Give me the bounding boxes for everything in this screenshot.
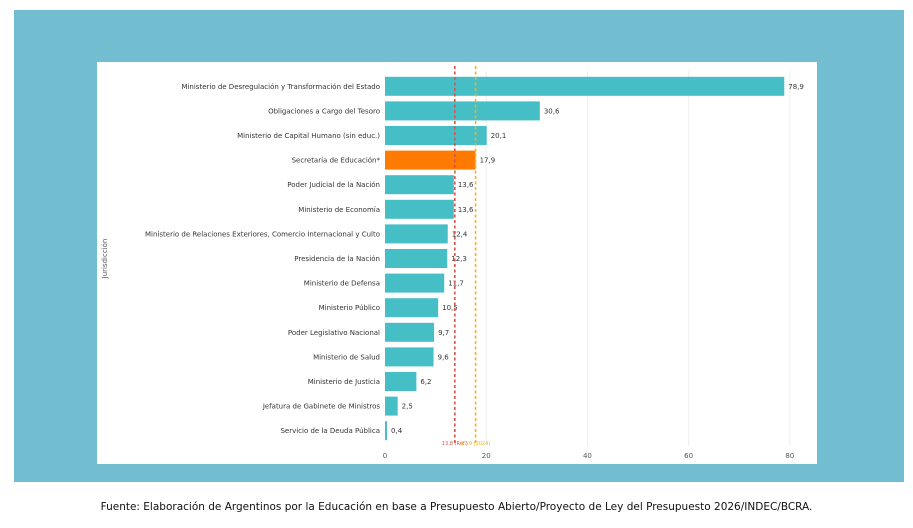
bar (385, 175, 454, 195)
category-label: Poder Legislativo Nacional (288, 329, 380, 337)
x-tick-label: 0 (383, 452, 387, 460)
value-label: 10,5 (442, 304, 458, 312)
x-tick-label: 60 (684, 452, 693, 460)
bar (385, 76, 785, 96)
value-label: 20,1 (491, 132, 507, 140)
bar (385, 249, 448, 268)
category-label: Ministerio de Justicia (308, 378, 380, 386)
bar (385, 224, 448, 244)
bar (385, 347, 434, 367)
bar (385, 396, 398, 416)
bar (385, 273, 445, 293)
bar (385, 298, 439, 318)
value-label: 9,7 (438, 329, 449, 337)
reference-line-label: 13,8 (Ref.) (442, 441, 468, 447)
chart-panel: 0 20 40 60 80 Jurisdicción Ministerio de Desre… (97, 62, 817, 464)
category-label: Ministerio de Relaciones Exteriores, Com… (145, 230, 380, 238)
value-label: 78,9 (788, 83, 804, 91)
bar (385, 372, 417, 391)
value-label: 12,3 (451, 255, 467, 263)
bar (385, 126, 487, 145)
category-label: Poder Judicial de la Nación (287, 181, 380, 189)
bar (385, 421, 388, 441)
bar (385, 322, 435, 342)
bar (385, 101, 540, 121)
category-label: Presidencia de la Nación (294, 255, 380, 263)
value-label: 12,4 (452, 230, 468, 238)
category-label: Servicio de la Deuda Pública (280, 427, 380, 435)
value-label: 13,6 (458, 181, 474, 189)
reference-line-label: 17,9 (2024) (461, 441, 490, 447)
value-label: 0,4 (391, 427, 403, 435)
x-tick-label: 80 (785, 452, 794, 460)
value-label: 17,9 (480, 157, 496, 165)
value-label: 11,7 (448, 280, 464, 288)
category-label: Ministerio de Salud (313, 353, 380, 361)
x-tick-label: 20 (482, 452, 491, 460)
category-label: Secretaría de Educación* (292, 157, 381, 165)
value-label: 6,2 (420, 378, 431, 386)
value-label: 9,6 (438, 353, 450, 361)
y-axis-title: Jurisdicción (101, 239, 109, 280)
source-caption: Fuente: Elaboración de Argentinos por la… (100, 501, 813, 513)
bar-chart: 0 20 40 60 80 Jurisdicción Ministerio de Desre… (101, 66, 804, 460)
category-label: Ministerio de Defensa (304, 280, 380, 288)
category-label: Ministerio de Economía (298, 206, 380, 214)
category-label: Ministerio de Desregulación y Transforma… (181, 83, 380, 91)
bar (385, 150, 476, 170)
category-label: Ministerio Público (319, 304, 380, 312)
bar (385, 199, 454, 219)
value-label: 13,6 (458, 206, 474, 214)
x-tick-label: 40 (583, 452, 592, 460)
value-label: 2,5 (402, 403, 413, 411)
value-label: 30,6 (544, 107, 560, 115)
category-label: Obligaciones a Cargo del Tesoro (268, 107, 380, 115)
category-label: Ministerio de Capital Humano (sin educ.) (237, 132, 380, 140)
category-label: Jefatura de Gabinete de Ministros (262, 403, 381, 411)
